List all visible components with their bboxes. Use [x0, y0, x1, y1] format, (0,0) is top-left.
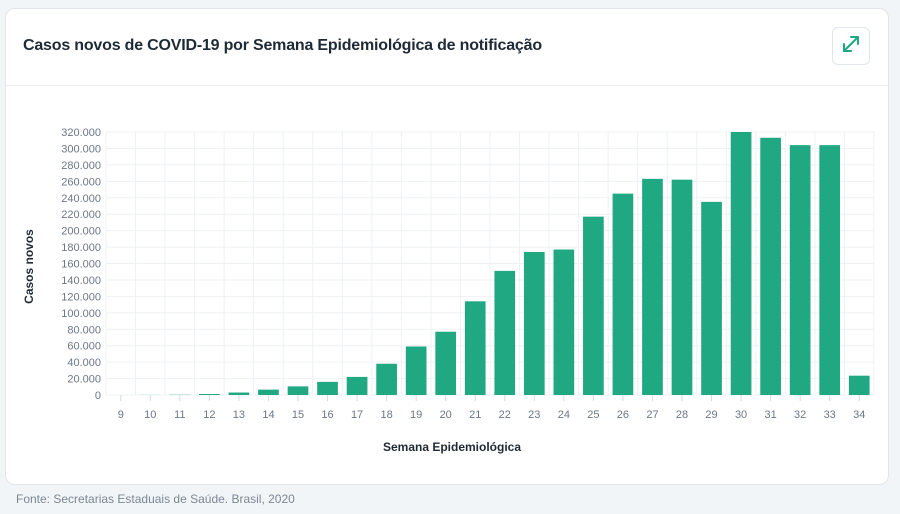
bar[interactable]: [287, 386, 309, 395]
x-tick-label: 28: [676, 409, 688, 421]
x-tick-label: 27: [646, 409, 658, 421]
y-tick-label: 220.000: [61, 209, 101, 221]
y-tick-label: 240.000: [61, 193, 101, 205]
y-tick-label: 280.000: [61, 160, 101, 172]
x-axis-title: Semana Epidemiológica: [383, 440, 521, 454]
x-tick-label: 24: [558, 409, 570, 421]
bar[interactable]: [701, 201, 722, 395]
x-tick-label: 33: [824, 409, 836, 421]
x-tick-label: 22: [499, 409, 511, 421]
bar[interactable]: [405, 346, 427, 395]
bar[interactable]: [258, 389, 279, 395]
grid: [105, 131, 875, 396]
bar[interactable]: [228, 392, 250, 395]
bar[interactable]: [346, 376, 368, 395]
bar[interactable]: [848, 375, 870, 395]
x-tick-label: 25: [587, 409, 599, 421]
bar[interactable]: [464, 301, 486, 395]
y-axis-ticks: 0 20.000 40.000 60.000 80.000 100.000 120.000 1…: [61, 127, 101, 402]
x-tick-label: 19: [410, 409, 422, 421]
expand-button[interactable]: [832, 27, 870, 65]
bar[interactable]: [730, 132, 752, 395]
x-tick-label: 21: [469, 409, 481, 421]
x-tick-label: 23: [528, 409, 540, 421]
card-header: Casos novos de COVID-19 por Semana Epide…: [6, 9, 888, 86]
y-tick-label: 120.000: [61, 291, 101, 303]
y-tick-label: 20.000: [67, 374, 101, 386]
y-axis-title: Casos novos: [22, 229, 36, 304]
x-tick-label: 16: [321, 409, 333, 421]
bar[interactable]: [789, 145, 811, 395]
y-tick-label: 60.000: [67, 341, 101, 353]
y-tick-label: 300.000: [61, 143, 101, 155]
x-tick-label: 14: [262, 409, 274, 421]
bar[interactable]: [642, 178, 663, 395]
bar[interactable]: [671, 179, 693, 395]
x-tick-label: 31: [764, 409, 776, 421]
x-tick-label: 20: [440, 409, 452, 421]
y-tick-label: 140.000: [61, 275, 101, 287]
x-tick-label: 30: [735, 409, 747, 421]
bar[interactable]: [819, 145, 841, 395]
y-tick-label: 40.000: [67, 357, 101, 369]
y-tick-label: 320.000: [61, 127, 101, 139]
x-tick-label: 12: [203, 409, 215, 421]
bar[interactable]: [199, 394, 220, 395]
x-tick-label: 13: [233, 409, 245, 421]
y-tick-label: 100.000: [61, 308, 101, 320]
bar[interactable]: [523, 251, 545, 395]
chart-area: 0 20.000 40.000 60.000 80.000 100.000 120.000 1…: [6, 86, 890, 484]
bar[interactable]: [612, 193, 634, 395]
bar[interactable]: [583, 216, 604, 395]
y-tick-label: 160.000: [61, 259, 101, 271]
y-tick-label: 80.000: [67, 324, 101, 336]
bar[interactable]: [760, 137, 781, 396]
source-note: Fonte: Secretarias Estaduais de Saúde. B…: [16, 492, 295, 506]
x-axis-ticks: 9 10 11 12 13 14 15 16 17 18 19 20 21 22 23 24 25 26 27 28 2…: [118, 395, 865, 421]
y-tick-label: 0: [95, 390, 101, 402]
y-tick-label: 260.000: [61, 176, 101, 188]
x-tick-label: 17: [351, 409, 363, 421]
x-tick-label: 10: [144, 409, 156, 421]
bar-chart: 0 20.000 40.000 60.000 80.000 100.000 120.000 1…: [22, 127, 875, 454]
y-tick-label: 200.000: [61, 226, 101, 238]
bar[interactable]: [553, 249, 575, 395]
bar[interactable]: [435, 331, 457, 395]
x-tick-label: 9: [118, 409, 124, 421]
expand-arrows-icon: [841, 34, 861, 59]
chart-title: Casos novos de COVID-19 por Semana Epide…: [23, 37, 542, 54]
bar[interactable]: [317, 381, 338, 395]
x-tick-label: 34: [853, 409, 865, 421]
y-tick-label: 180.000: [61, 242, 101, 254]
chart-card: Casos novos de COVID-19 por Semana Epide…: [5, 8, 889, 485]
x-tick-label: 26: [617, 409, 629, 421]
x-tick-label: 18: [380, 409, 392, 421]
x-tick-label: 32: [794, 409, 806, 421]
bar[interactable]: [376, 363, 397, 395]
bar[interactable]: [494, 270, 516, 395]
x-tick-label: 11: [174, 409, 185, 421]
bars: [139, 132, 870, 396]
x-tick-label: 29: [705, 409, 717, 421]
x-tick-label: 15: [292, 409, 304, 421]
